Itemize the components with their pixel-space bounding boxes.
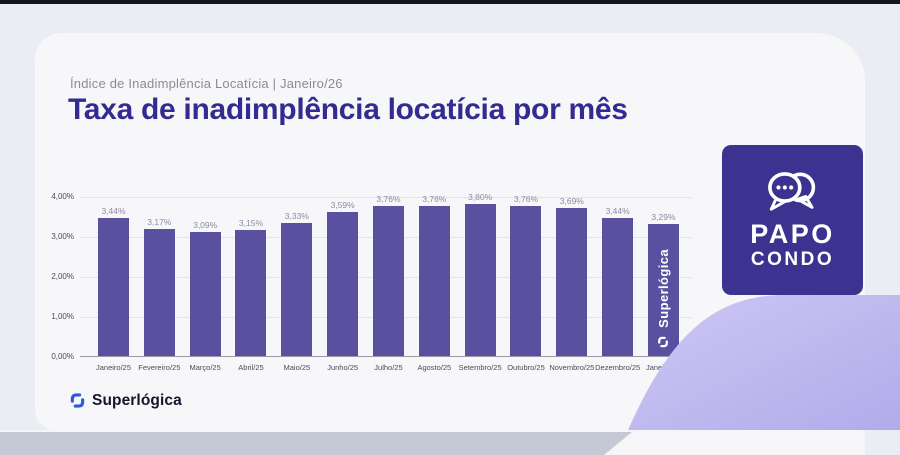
bar-value-label: 3,80% [468, 192, 493, 202]
bar-value-label: 3,69% [559, 196, 584, 207]
bar-Julho/25 [372, 205, 404, 356]
bar-value-label: 3,76% [376, 193, 401, 204]
x-axis-line [80, 356, 692, 357]
bar-value-label: 3,59% [330, 200, 355, 211]
bar-Maio/25 [281, 222, 313, 356]
bar-value-label: 3,76% [513, 193, 539, 204]
x-axis-tick: Junho/25 [327, 363, 359, 372]
bar-value-label: 3,15% [238, 218, 264, 228]
bar-Janeiro/26: Superlógica [647, 224, 679, 356]
page-title: Taxa de inadimplência locatícia por mês [68, 93, 628, 126]
bar-value-label: 3,17% [147, 217, 172, 228]
plot-area: 0,00% 1,00% 2,00% 3,00% 4,00% 3,44% Janeiro/25… [51, 192, 692, 372]
bar-value-label: 3,76% [422, 193, 447, 204]
x-axis-tick: Janeiro/25 [95, 363, 132, 372]
bar-Setembro/25 [464, 204, 496, 356]
x-axis-tick: Agosto/25 [417, 363, 452, 372]
superlogica-logo-text: Superlógica [92, 391, 182, 409]
y-axis-tick: 0,00% [51, 352, 74, 361]
y-axis-tick: 1,00% [51, 312, 74, 321]
x-axis-tick: Fevereiro/25 [138, 363, 181, 372]
condo-text: CONDO [750, 249, 835, 271]
x-axis-tick: Maio/25 [283, 363, 311, 372]
x-axis-tick: Março/25 [189, 363, 221, 372]
top-strip [0, 0, 900, 4]
bar-Janeiro/25 [98, 218, 129, 356]
bar-Fevereiro/25 [143, 229, 175, 356]
chart-eyebrow: Índice de Inadimplência Locatícia | Jane… [70, 76, 343, 91]
bar-Abril/25 [235, 230, 267, 356]
y-axis-tick: 3,00% [51, 232, 74, 241]
bar-Outubro/25 [510, 205, 542, 356]
superlogica-icon [70, 393, 85, 408]
papo-text: PAPO [750, 219, 835, 250]
decorative-shape-gray [0, 432, 632, 455]
bar-Junho/25 [327, 212, 359, 356]
chat-bubbles-icon [767, 172, 815, 211]
x-axis-tick: Dezembro/25 [595, 363, 641, 372]
superlogica-logo: Superlógica [68, 391, 182, 410]
bar-value-label: 3,09% [193, 220, 218, 231]
x-axis-tick: Novembro/25 [549, 363, 595, 372]
bar-Agosto/25 [418, 205, 450, 356]
bar-value-label: 3,33% [284, 210, 309, 221]
x-axis-tick: Setembro/25 [458, 363, 502, 372]
y-axis-tick: 2,00% [51, 272, 74, 281]
bar-Novembro/25 [556, 208, 588, 356]
y-axis-tick: 4,00% [51, 192, 74, 201]
bar-value-label: 3,44% [101, 206, 126, 217]
superlogica-mini-icon [658, 336, 669, 348]
bar-Março/25 [189, 232, 221, 356]
x-axis-tick: Abril/25 [238, 363, 264, 372]
gridline [80, 196, 692, 198]
papo-condo-logo-card: PAPO CONDO [722, 145, 863, 295]
bar-value-label: 3,44% [605, 206, 630, 217]
x-axis-tick: Julho/25 [374, 363, 403, 372]
bar-value-label: 3,29% [651, 212, 676, 223]
x-axis-tick: Outubro/25 [507, 363, 545, 372]
decorative-shape-lavender [628, 295, 900, 430]
bar-Dezembro/25 [602, 218, 634, 356]
